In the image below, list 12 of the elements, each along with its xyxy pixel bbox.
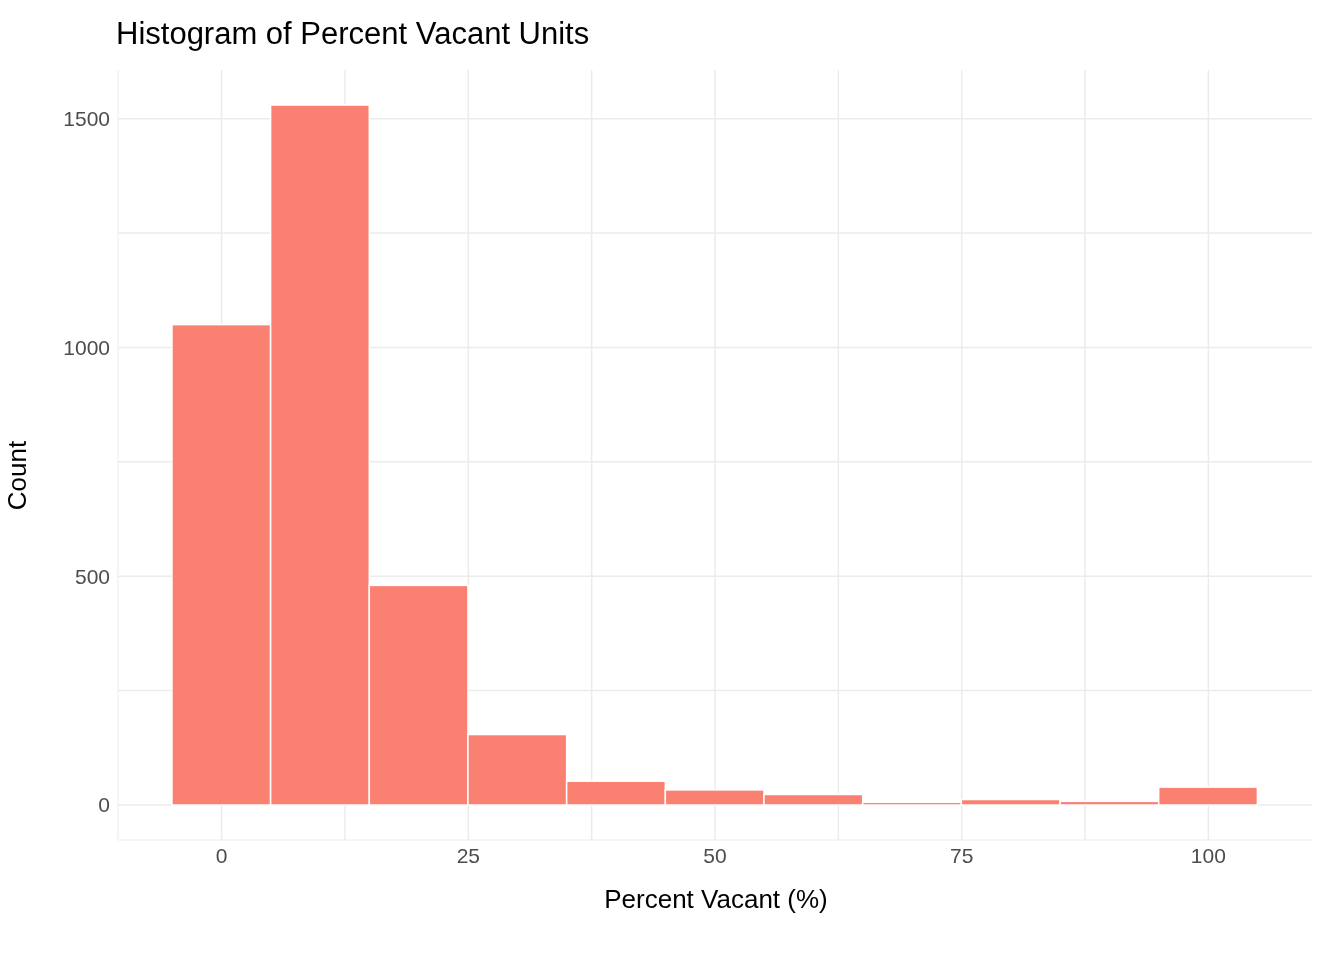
y-tick-label: 1000 xyxy=(63,335,110,359)
x-tick-label: 50 xyxy=(703,843,727,867)
chart-title: Histogram of Percent Vacant Units xyxy=(115,15,591,53)
x-tick-label: 0 xyxy=(215,843,228,867)
y-axis-title: Count xyxy=(2,440,34,510)
y-tick-label: 500 xyxy=(74,564,110,588)
x-tick-label: 100 xyxy=(1190,843,1226,867)
x-axis-title: Percent Vacant (%) xyxy=(603,884,829,915)
x-tick-label: 75 xyxy=(950,843,974,867)
y-tick-label: 1500 xyxy=(63,107,110,131)
x-tick-label: 25 xyxy=(456,843,480,867)
y-tick-label: 0 xyxy=(98,793,110,817)
